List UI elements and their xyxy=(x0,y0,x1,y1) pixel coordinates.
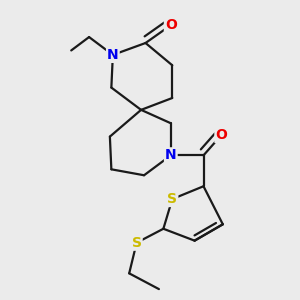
Text: S: S xyxy=(132,236,142,250)
Text: N: N xyxy=(107,48,119,62)
Text: S: S xyxy=(167,192,177,206)
Text: N: N xyxy=(165,148,177,162)
Text: O: O xyxy=(215,128,227,142)
Text: O: O xyxy=(165,18,177,32)
